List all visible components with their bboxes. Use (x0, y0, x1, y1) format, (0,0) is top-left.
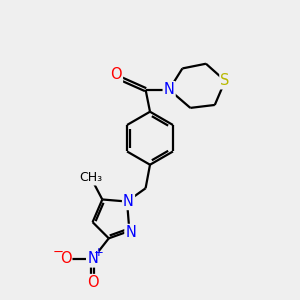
Text: N: N (164, 82, 175, 97)
Text: S: S (220, 73, 230, 88)
Text: O: O (87, 275, 98, 290)
Text: CH₃: CH₃ (80, 172, 103, 184)
Text: N: N (123, 194, 134, 209)
Text: O: O (110, 68, 122, 82)
Text: O: O (60, 251, 71, 266)
Text: N: N (87, 251, 98, 266)
Text: −: − (52, 246, 63, 259)
Text: N: N (125, 225, 136, 240)
Text: +: + (94, 246, 104, 259)
